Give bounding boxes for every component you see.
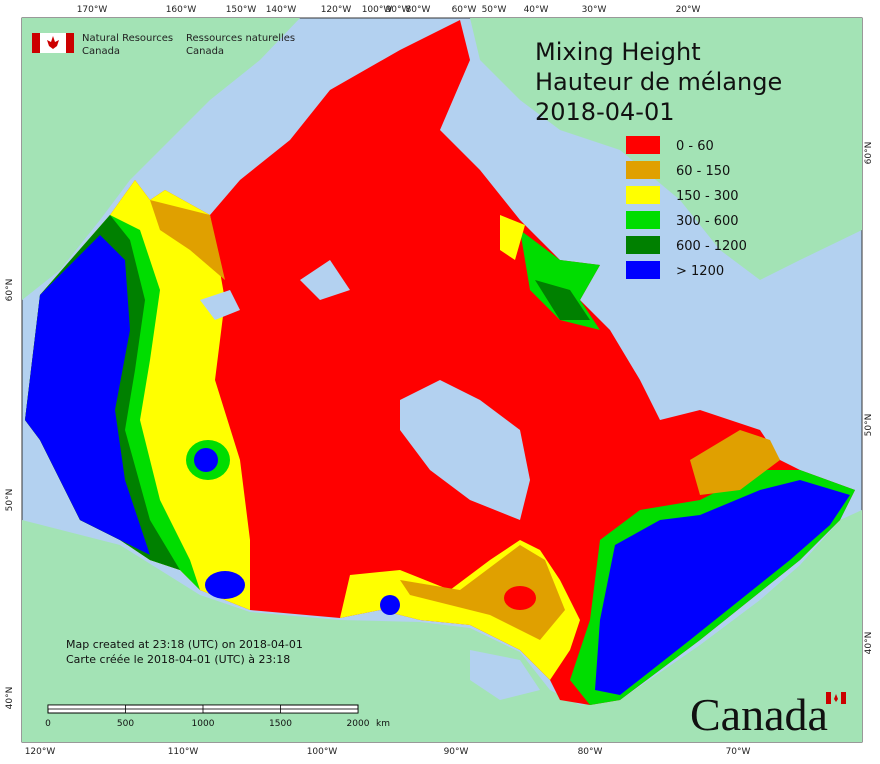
longitude-label: 80°W <box>406 5 431 15</box>
legend-swatch <box>626 161 660 179</box>
legend-swatch <box>626 211 660 229</box>
agency-name: Canada <box>186 46 224 57</box>
hudson-bay <box>400 380 530 520</box>
legend-swatch <box>626 236 660 254</box>
great-lakes <box>470 650 540 700</box>
zone-over-1200 <box>25 235 150 555</box>
longitude-label: 160°W <box>166 5 197 15</box>
scale-bar-segment <box>125 708 204 714</box>
zone-60-150 <box>150 200 225 280</box>
longitude-label: 80°W <box>578 747 603 757</box>
legend: 0 - 60 60 - 150 150 - 300 300 - 600 600 - 12… <box>626 136 747 279</box>
scale-bar-segment <box>47 704 126 710</box>
legend-label: 300 - 600 <box>676 214 739 229</box>
zone-60-150 <box>690 430 780 495</box>
longitude-label: 100°W <box>307 747 338 757</box>
legend-label: > 1200 <box>676 264 724 279</box>
longitude-label: 120°W <box>321 5 352 15</box>
scale-bar-label: 0 <box>45 719 51 729</box>
scale-bar: 0 500 1000 1500 2000 km <box>45 704 390 729</box>
agency-name: Natural Resources <box>82 33 173 44</box>
credit: Carte créée le 2018-04-01 (UTC) à 23:18 <box>66 653 290 666</box>
scale-bar-unit: km <box>376 719 390 729</box>
lake <box>200 290 240 320</box>
latitude-label: 60°N <box>5 279 15 302</box>
zone-over-1200 <box>194 448 218 472</box>
flag-bar <box>32 33 40 53</box>
agency-name: Ressources naturelles <box>186 33 295 44</box>
latitude-label: 50°N <box>864 414 874 437</box>
scale-bar-segment <box>202 704 281 710</box>
legend-swatch <box>626 186 660 204</box>
zone-150-300 <box>500 215 525 260</box>
longitude-label: 60°W <box>452 5 477 15</box>
map-date: 2018-04-01 <box>535 98 674 126</box>
legend-label: 150 - 300 <box>676 189 739 204</box>
alaska <box>22 18 300 300</box>
longitude-label: 20°W <box>676 5 701 15</box>
scale-bar-label: 500 <box>117 719 134 729</box>
latitude-label: 40°N <box>864 632 874 655</box>
longitude-label: 100°W <box>362 5 393 15</box>
legend-swatch <box>626 136 660 154</box>
legend-swatch <box>626 261 660 279</box>
longitude-label: 90°W <box>444 747 469 757</box>
latitude-label: 50°N <box>5 489 15 512</box>
legend-label: 600 - 1200 <box>676 239 747 254</box>
legend-label: 0 - 60 <box>676 139 714 154</box>
canada-0-60 <box>504 586 536 610</box>
zone-over-1200 <box>595 480 850 695</box>
scale-bar-segment <box>280 708 359 714</box>
zone-600-1200 <box>535 280 590 320</box>
longitude-label: 70°W <box>726 747 751 757</box>
agency-header: Natural Resources Canada Ressources natu… <box>32 33 295 57</box>
longitude-label: 40°W <box>524 5 549 15</box>
longitude-label: 110°W <box>168 747 199 757</box>
flag-bar <box>66 33 74 53</box>
agency-name: Canada <box>82 46 120 57</box>
wordmark-flag <box>826 692 846 704</box>
map-title: Hauteur de mélange <box>535 68 782 96</box>
longitude-label: 50°W <box>482 5 507 15</box>
flag-bar <box>841 692 846 704</box>
scale-bar-label: 1500 <box>269 719 292 729</box>
maple-leaf <box>47 36 59 49</box>
longitude-label: 150°W <box>226 5 257 15</box>
credit: Map created at 23:18 (UTC) on 2018-04-01 <box>66 638 303 651</box>
lake <box>300 260 350 300</box>
scale-bar-label: 1000 <box>192 719 215 729</box>
longitude-label: 120°W <box>25 747 56 757</box>
longitude-label: 140°W <box>266 5 297 15</box>
map-title: Mixing Height <box>535 38 701 66</box>
graticule-labels: 170°W 160°W 150°W 140°W 120°W 100°W90°W80°W 60… <box>5 5 874 757</box>
zone-60-150 <box>400 545 565 640</box>
latitude-label: 40°N <box>5 687 15 710</box>
maple-leaf <box>834 694 838 702</box>
map-frame <box>21 17 863 743</box>
latitude-label: 60°N <box>864 142 874 165</box>
legend-label: 60 - 150 <box>676 164 730 179</box>
zone-over-1200 <box>380 595 400 615</box>
longitude-label: 30°W <box>582 5 607 15</box>
united-states <box>22 510 862 742</box>
longitude-label: 90°W <box>386 5 411 15</box>
greenland <box>470 18 862 280</box>
longitude-label: 170°W <box>77 5 108 15</box>
flag-bar <box>826 692 831 704</box>
zone-over-1200 <box>205 571 245 599</box>
scale-bar-label: 2000 <box>347 719 370 729</box>
canada-wordmark: Canada <box>690 689 828 740</box>
